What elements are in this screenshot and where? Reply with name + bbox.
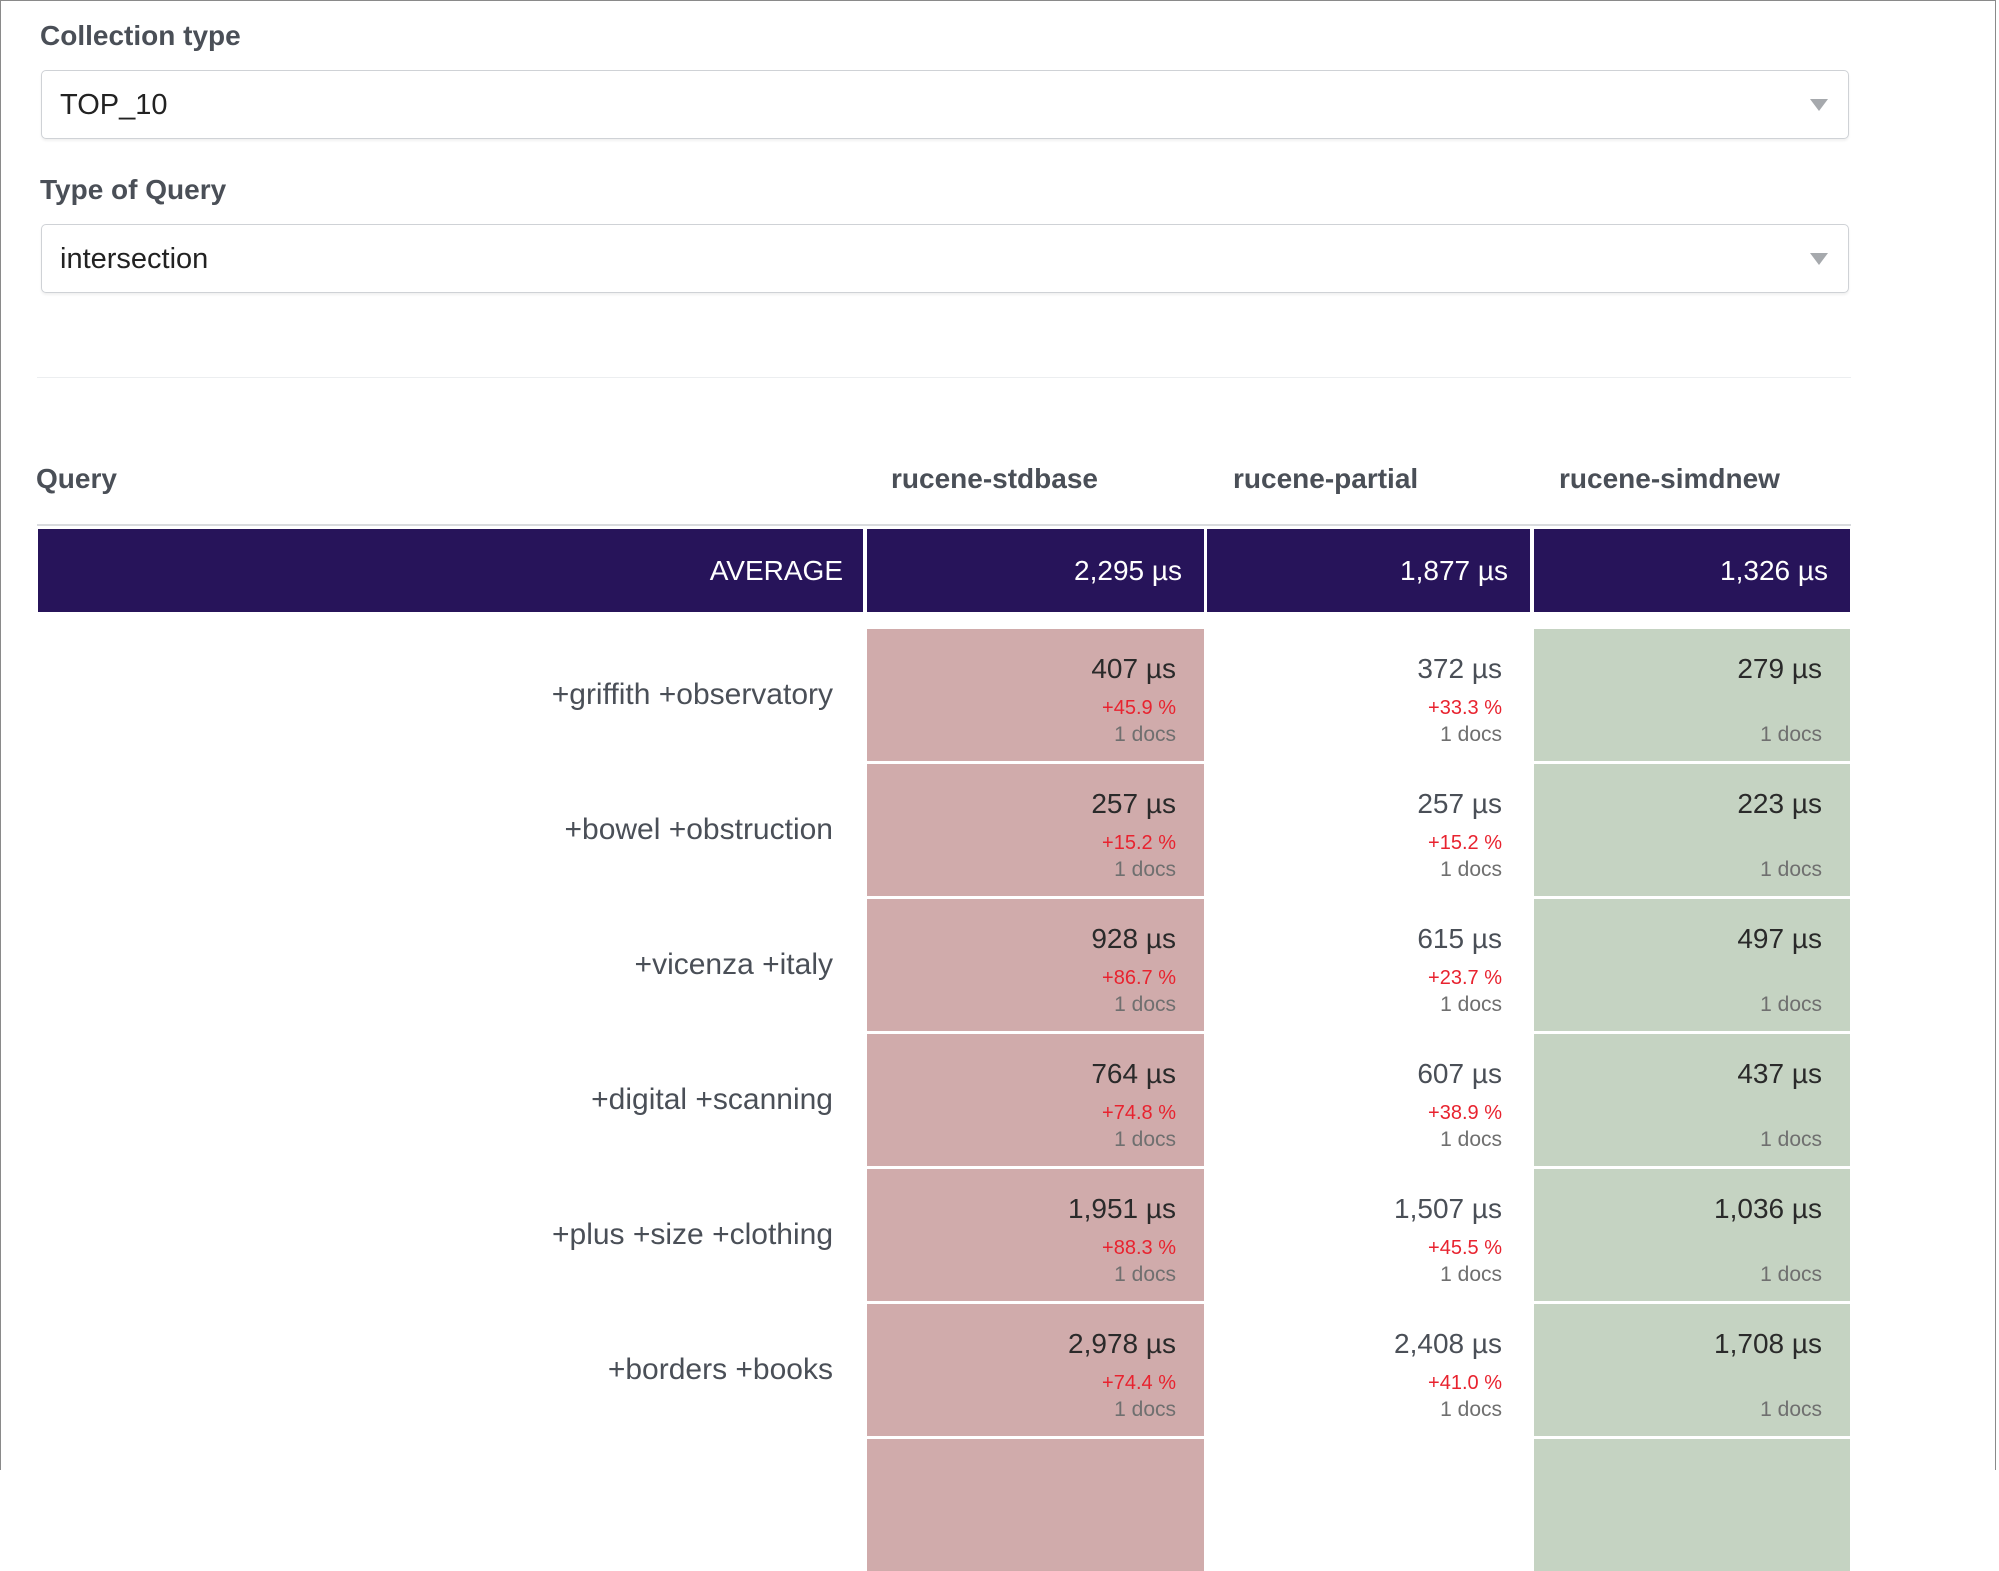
time-value: 607 µs (1417, 1058, 1502, 1089)
average-label: AVERAGE (38, 529, 863, 612)
result-cell-partial (867, 1439, 1204, 1571)
doc-count: 1 docs (1114, 1128, 1176, 1151)
header-rucene-partial: rucene-partial (1233, 463, 1419, 494)
time-value: 1,036 µs (1714, 1193, 1822, 1224)
time-value: 1,951 µs (1068, 1193, 1176, 1224)
doc-count: 1 docs (1760, 1398, 1822, 1421)
query-text: +griffith +observatory (551, 678, 833, 711)
percent-diff: +74.4 % (1102, 1372, 1176, 1394)
doc-count: 1 docs (1440, 858, 1502, 881)
doc-count: 1 docs (1114, 858, 1176, 881)
time-value: 407 µs (1091, 653, 1176, 684)
result-cell: 372 µs +33.3 % 1 docs (1207, 629, 1530, 761)
query-type-select[interactable]: intersection (41, 224, 1849, 293)
time-value: 257 µs (1091, 788, 1176, 819)
query-type-value: intersection (60, 243, 209, 275)
result-cell: 437 µs 1 docs (1534, 1034, 1850, 1166)
window-frame (0, 0, 1996, 1470)
doc-count: 1 docs (1440, 1263, 1502, 1286)
chevron-down-icon (1810, 253, 1828, 265)
time-value: 2,408 µs (1394, 1328, 1502, 1359)
percent-diff: +88.3 % (1102, 1237, 1176, 1259)
time-value: 2,978 µs (1068, 1328, 1176, 1359)
query-text: +bowel +obstruction (564, 813, 833, 846)
percent-diff: +74.8 % (1102, 1102, 1176, 1124)
result-cell-partial (1534, 1439, 1850, 1571)
result-cell: 1,951 µs +88.3 % 1 docs (867, 1169, 1204, 1301)
result-cell: 257 µs +15.2 % 1 docs (867, 764, 1204, 896)
time-value: 223 µs (1737, 788, 1822, 819)
average-simdnew: 1,326 µs (1534, 529, 1850, 612)
percent-diff: +33.3 % (1428, 697, 1502, 719)
doc-count: 1 docs (1760, 723, 1822, 746)
result-cell: 223 µs 1 docs (1534, 764, 1850, 896)
average-stdbase: 2,295 µs (867, 529, 1204, 612)
percent-diff: +15.2 % (1428, 832, 1502, 854)
time-value: 928 µs (1091, 923, 1176, 954)
percent-diff: +38.9 % (1428, 1102, 1502, 1124)
collection-type-select[interactable]: TOP_10 (41, 70, 1849, 139)
header-rucene-simdnew: rucene-simdnew (1559, 463, 1780, 494)
result-cell: 1,708 µs 1 docs (1534, 1304, 1850, 1436)
doc-count: 1 docs (1760, 1128, 1822, 1151)
result-cell: 497 µs 1 docs (1534, 899, 1850, 1031)
doc-count: 1 docs (1114, 723, 1176, 746)
result-cell: 928 µs +86.7 % 1 docs (867, 899, 1204, 1031)
collection-type-value: TOP_10 (60, 89, 168, 121)
result-cell: 407 µs +45.9 % 1 docs (867, 629, 1204, 761)
doc-count: 1 docs (1114, 1263, 1176, 1286)
query-text: +borders +books (607, 1353, 833, 1386)
query-text: +plus +size +clothing (551, 1218, 833, 1251)
result-cell: 764 µs +74.8 % 1 docs (867, 1034, 1204, 1166)
doc-count: 1 docs (1760, 993, 1822, 1016)
collection-type-label: Collection type (40, 20, 241, 51)
doc-count: 1 docs (1440, 1398, 1502, 1421)
time-value: 279 µs (1737, 653, 1822, 684)
header-divider (37, 524, 1851, 526)
percent-diff: +45.5 % (1428, 1237, 1502, 1259)
percent-diff: +41.0 % (1428, 1372, 1502, 1394)
query-text: +vicenza +italy (634, 948, 833, 981)
result-cell: 615 µs +23.7 % 1 docs (1207, 899, 1530, 1031)
result-cell: 607 µs +38.9 % 1 docs (1207, 1034, 1530, 1166)
percent-diff: +86.7 % (1102, 967, 1176, 989)
result-cell: 2,978 µs +74.4 % 1 docs (867, 1304, 1204, 1436)
doc-count: 1 docs (1440, 993, 1502, 1016)
query-type-label: Type of Query (40, 174, 227, 205)
doc-count: 1 docs (1114, 1398, 1176, 1421)
divider (37, 377, 1851, 378)
doc-count: 1 docs (1114, 993, 1176, 1016)
time-value: 615 µs (1417, 923, 1502, 954)
doc-count: 1 docs (1760, 1263, 1822, 1286)
doc-count: 1 docs (1760, 858, 1822, 881)
time-value: 764 µs (1091, 1058, 1176, 1089)
result-cell: 1,036 µs 1 docs (1534, 1169, 1850, 1301)
time-value: 1,708 µs (1714, 1328, 1822, 1359)
percent-diff: +45.9 % (1102, 697, 1176, 719)
time-value: 437 µs (1737, 1058, 1822, 1089)
time-value: 497 µs (1737, 923, 1822, 954)
result-cell: 2,408 µs +41.0 % 1 docs (1207, 1304, 1530, 1436)
average-partial: 1,877 µs (1207, 529, 1530, 612)
time-value: 1,507 µs (1394, 1193, 1502, 1224)
result-cell: 257 µs +15.2 % 1 docs (1207, 764, 1530, 896)
result-cell: 1,507 µs +45.5 % 1 docs (1207, 1169, 1530, 1301)
doc-count: 1 docs (1440, 1128, 1502, 1151)
doc-count: 1 docs (1440, 723, 1502, 746)
header-query: Query (36, 463, 117, 494)
query-text: +digital +scanning (591, 1083, 833, 1116)
percent-diff: +15.2 % (1102, 832, 1176, 854)
chevron-down-icon (1810, 99, 1828, 111)
result-cell: 279 µs 1 docs (1534, 629, 1850, 761)
time-value: 257 µs (1417, 788, 1502, 819)
time-value: 372 µs (1417, 653, 1502, 684)
percent-diff: +23.7 % (1428, 967, 1502, 989)
header-rucene-stdbase: rucene-stdbase (891, 463, 1098, 494)
